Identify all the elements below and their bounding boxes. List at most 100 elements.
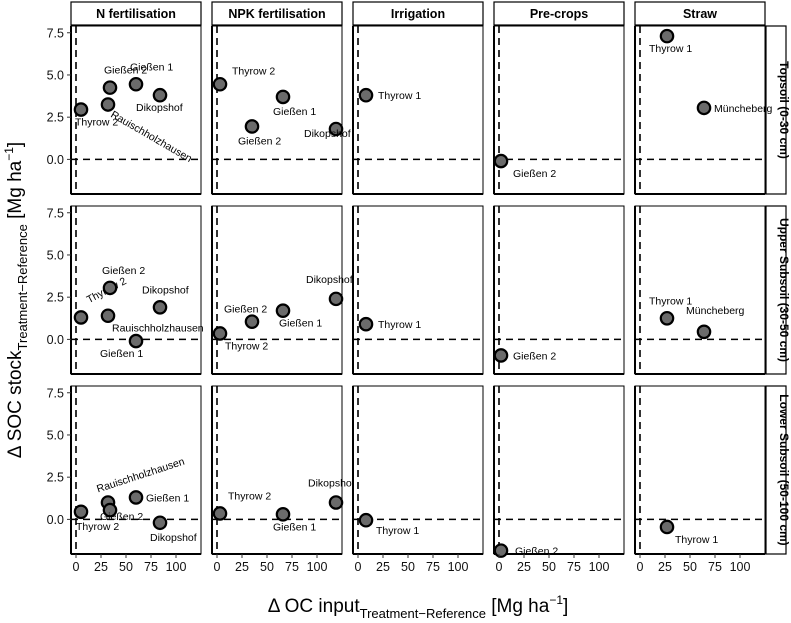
point-label-dikopshof: Dikopshof <box>306 274 353 286</box>
point-label-giessen-1: Gießen 1 <box>100 348 143 360</box>
strip-row-label-0: Topsoil (0-30 cm) <box>777 61 791 159</box>
point-label-giessen-1: Gießen 1 <box>279 318 322 330</box>
point-label-muncheberg: Müncheberg <box>686 305 745 317</box>
strip-n-fertilisation <box>70 1 202 26</box>
x-tick-label: 50 <box>260 560 274 574</box>
point-label-giessen-2: Gießen 2 <box>224 304 267 316</box>
point-label-thyrow-1: Thyrow 1 <box>649 43 692 55</box>
data-point-dikopshof <box>328 495 344 510</box>
data-point-thyrow-1 <box>659 310 675 326</box>
x-tick-label: 25 <box>658 560 672 574</box>
point-label-giessen-2: Gießen 2 <box>100 511 143 523</box>
x-tick-label: 50 <box>119 560 133 574</box>
panel-background <box>71 26 201 194</box>
x-tick-label: 0 <box>73 560 80 574</box>
point-label-thyrow-1: Thyrow 1 <box>649 295 692 307</box>
x-tick-label: 75 <box>426 560 440 574</box>
data-point-giessen-1 <box>128 490 144 505</box>
y-tick-label: 0.0 <box>47 333 64 347</box>
strip-irrigation <box>352 1 484 26</box>
data-point-dikopshof <box>152 300 168 315</box>
point-label-thyrow-1: Thyrow 1 <box>378 319 421 331</box>
data-point-giessen-2 <box>244 119 260 134</box>
data-point-giessen-1 <box>128 76 144 92</box>
strip-label-irrigation: Irrigation <box>391 7 445 21</box>
x-axis-title: Δ OC inputTreatment−Reference [Mg ha−1] <box>268 593 569 621</box>
data-point-rauischholzhausen <box>100 97 116 112</box>
x-axis-title-subscript: Treatment−Reference <box>360 606 486 621</box>
strip-straw <box>634 1 766 26</box>
point-label-rauischholzhausen: Rauischholzhausen <box>112 323 204 335</box>
point-label-thyrow-2: Thyrow 2 <box>228 490 271 502</box>
y-tick-label: 7.5 <box>47 26 64 40</box>
point-label-thyrow-2: Thyrow 2 <box>225 340 268 352</box>
x-tick-label: 100 <box>730 560 751 574</box>
x-axis-title-unit-end: ] <box>563 596 568 617</box>
data-point-giessen-1 <box>275 507 291 522</box>
x-tick-label: 25 <box>517 560 531 574</box>
y-axis-title-subscript: Treatment−Reference <box>15 224 30 350</box>
x-tick-label: 25 <box>235 560 249 574</box>
data-point-thyrow-2 <box>212 76 228 92</box>
point-label-giessen-2: Gießen 2 <box>102 265 145 277</box>
x-tick-label: 100 <box>448 560 469 574</box>
x-tick-label: 0 <box>637 560 644 574</box>
data-point-dikopshof <box>152 515 168 531</box>
panel-background <box>353 386 483 554</box>
data-point-giessen-2 <box>102 502 118 518</box>
x-tick-label: 100 <box>166 560 187 574</box>
strip-label-n-fertilisation: N fertilisation <box>96 7 176 21</box>
y-axis-title: Δ SOC stockTreatment−Reference [Mg ha−1] <box>2 142 30 458</box>
data-point-giessen-2 <box>102 280 118 296</box>
panel-r2-c4: Thyrow 1 <box>634 385 766 555</box>
panel-r2-c1: Thyrow 2 Gießen 1 Dikopshof <box>211 385 355 555</box>
point-label-giessen-1: Gießen 1 <box>130 61 173 73</box>
data-point-muncheberg <box>696 100 712 116</box>
point-label-thyrow-1: Thyrow 1 <box>378 90 421 102</box>
panel-background <box>212 26 342 194</box>
x-tick-label: 100 <box>589 560 610 574</box>
panel-r2-c3: Gießen 2 <box>493 385 625 558</box>
panel-r0-c2: Thyrow 1 <box>352 25 484 195</box>
strip-label-npk-fertilisation: NPK fertilisation <box>228 7 325 21</box>
x-tick-label: 0 <box>355 560 362 574</box>
point-label-dikopshof: Dikopshof <box>150 532 197 544</box>
x-axis-title-unit: [Mg ha <box>486 596 550 617</box>
x-axis-title-unit-superscript: −1 <box>549 593 563 607</box>
x-tick-label: 75 <box>567 560 581 574</box>
panel-background <box>635 386 765 554</box>
point-label-giessen-2: Gießen 2 <box>238 135 281 147</box>
panel-background <box>635 206 765 374</box>
panel-r0-c3: Gießen 2 <box>493 25 625 195</box>
point-label-thyrow-1: Thyrow 1 <box>376 525 419 537</box>
point-label-muncheberg: Müncheberg <box>714 103 773 115</box>
y-tick-label: 2.5 <box>47 471 64 485</box>
y-tick-label: 5.0 <box>47 68 64 82</box>
panel-r1-c2: Thyrow 1 <box>352 205 484 375</box>
chart-panels: Thyrow 2 Rauischholzhausen Gießen 2 Gießen … <box>70 25 773 558</box>
data-point-dikopshof <box>328 121 344 137</box>
y-axis-title-unit-end: ] <box>5 142 26 147</box>
point-label-dikopshof: Dikopshof <box>304 128 351 140</box>
data-point-thyrow-2 <box>73 310 89 325</box>
data-point-muncheberg <box>696 324 712 340</box>
y-tick-label: 5.0 <box>47 428 64 442</box>
strip-row-2 <box>765 385 787 555</box>
panel-background <box>71 386 201 554</box>
strip-row-1 <box>765 205 787 375</box>
point-label-giessen-1: Gießen 1 <box>273 106 316 118</box>
strip-row-label-2: Lower Subsoil (50-100 cm) <box>777 394 791 545</box>
y-tick-label: 0.0 <box>47 153 64 167</box>
data-point-dikopshof <box>152 87 168 103</box>
y-tick-label: 7.5 <box>47 386 64 400</box>
x-tick-label: 100 <box>307 560 328 574</box>
point-label-dikopshof: Dikopshof <box>136 102 183 114</box>
x-axis-title-main: Δ OC input <box>268 596 361 617</box>
data-point-giessen-1 <box>275 89 291 105</box>
panel-background <box>494 206 624 374</box>
y-axis-title-unit: [Mg ha <box>5 160 26 224</box>
x-tick-label: 75 <box>144 560 158 574</box>
